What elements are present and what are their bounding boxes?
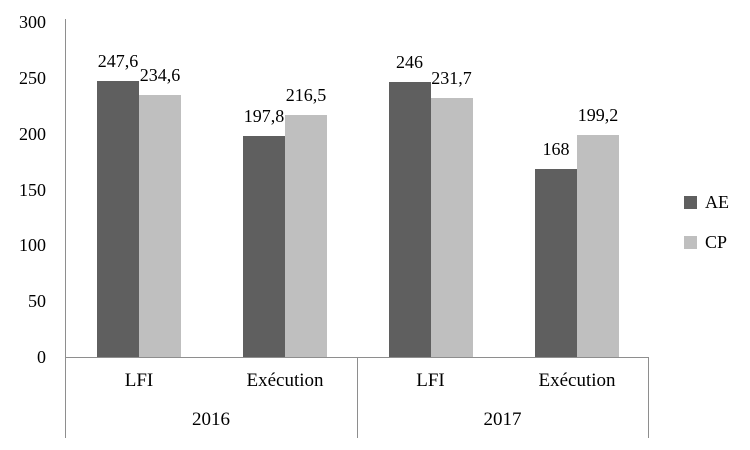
year-label: 2016 xyxy=(192,409,230,430)
legend-label-ae: AE xyxy=(705,192,729,212)
bar-value-label: 197,8 xyxy=(243,106,285,127)
y-tick-label: 250 xyxy=(19,67,46,88)
axis-right-border-line xyxy=(648,357,649,438)
category-label: LFI xyxy=(416,370,445,391)
bar-value-label: 216,5 xyxy=(285,85,327,106)
x-axis-line xyxy=(65,357,648,358)
bar-cp xyxy=(430,98,473,357)
bar-ae xyxy=(535,169,577,357)
bar-value-label: 231,7 xyxy=(431,68,472,89)
legend-swatch-ae xyxy=(684,195,697,209)
legend-item-cp: CP xyxy=(684,233,729,251)
legend-label-cp: CP xyxy=(705,232,728,252)
bar-value-label: 199,2 xyxy=(577,104,619,125)
y-tick-label: 300 xyxy=(19,12,46,32)
legend: AE CP xyxy=(684,193,729,273)
year-separator-line xyxy=(357,357,358,438)
bar-value-label: 234,6 xyxy=(139,65,181,86)
y-axis-line xyxy=(65,19,66,438)
legend-swatch-cp xyxy=(684,235,697,249)
bar-cp xyxy=(577,134,619,357)
y-tick-label: 0 xyxy=(37,347,46,367)
y-tick-label: 100 xyxy=(19,235,46,256)
bar-cp xyxy=(139,95,181,357)
y-tick-label: 50 xyxy=(28,291,46,312)
bar-ae xyxy=(243,136,285,357)
bar-value-label: 246 xyxy=(396,52,423,73)
bar-ae xyxy=(388,82,431,357)
bar-value-label: 168 xyxy=(542,139,570,160)
bar-cp xyxy=(285,115,327,357)
y-tick-label: 150 xyxy=(19,179,46,200)
category-label: Exécution xyxy=(246,370,324,391)
category-label: Exécution xyxy=(538,370,616,391)
bar-ae xyxy=(97,80,139,357)
y-tick-label: 200 xyxy=(19,123,46,144)
legend-item-ae: AE xyxy=(684,193,729,211)
bar-value-label: 247,6 xyxy=(97,50,139,71)
year-label: 2017 xyxy=(483,409,522,430)
category-label: LFI xyxy=(124,370,154,391)
